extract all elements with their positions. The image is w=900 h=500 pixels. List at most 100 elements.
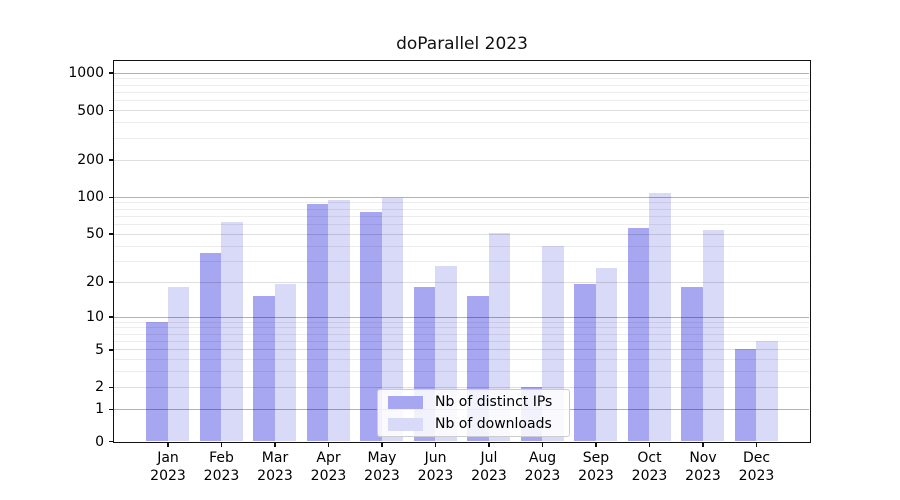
y-tick-mark bbox=[109, 159, 113, 161]
legend-label: Nb of downloads bbox=[435, 416, 552, 432]
x-tick-mark bbox=[381, 443, 383, 447]
x-tick-label-oct-2023: Oct 2023 bbox=[631, 450, 668, 484]
gridline-6 bbox=[114, 341, 809, 343]
bar-downloads-may-2023 bbox=[381, 198, 403, 441]
x-tick-label-apr-2023: Apr 2023 bbox=[310, 450, 347, 484]
y-tick-mark bbox=[109, 233, 113, 235]
grid-layer bbox=[114, 61, 809, 441]
y-tick-mark bbox=[109, 408, 113, 411]
x-tick-label-jan-2023: Jan 2023 bbox=[150, 450, 186, 484]
x-tick-mark bbox=[755, 443, 758, 447]
gridline-500 bbox=[114, 110, 809, 112]
y-tick-label: 1000 bbox=[68, 65, 104, 82]
x-tick-mark bbox=[648, 443, 651, 447]
x-tick-mark bbox=[327, 443, 330, 447]
gridline-8 bbox=[114, 327, 809, 329]
bar-downloads-jan-2023 bbox=[167, 287, 189, 441]
gridline-100 bbox=[114, 196, 809, 198]
y-tick-label: 200 bbox=[77, 152, 104, 169]
gridline-7 bbox=[114, 333, 809, 335]
y-tick-mark bbox=[109, 109, 113, 112]
y-tick-label: 500 bbox=[77, 102, 104, 119]
legend-item-downloads: Nb of downloads bbox=[378, 415, 569, 433]
plot-area: Nb of distinct IPs Nb of downloads bbox=[113, 60, 811, 443]
gridline-800 bbox=[114, 84, 809, 86]
gridline-600 bbox=[114, 100, 809, 102]
legend-label: Nb of distinct IPs bbox=[435, 394, 553, 410]
x-tick-label-dec-2023: Dec 2023 bbox=[738, 450, 775, 484]
x-tick-label-sep-2023: Sep 2023 bbox=[578, 450, 614, 484]
bar-downloads-dec-2023 bbox=[756, 341, 778, 441]
x-tick-label-mar-2023: Mar 2023 bbox=[257, 450, 293, 484]
y-tick-label: 10 bbox=[86, 309, 104, 326]
gridline-3 bbox=[114, 371, 809, 373]
y-tick-label: 50 bbox=[86, 226, 104, 243]
x-tick-label-jun-2023: Jun 2023 bbox=[417, 450, 454, 484]
bar-distinct-ips-apr-2023 bbox=[306, 203, 328, 441]
gridline-50 bbox=[114, 233, 809, 235]
x-tick-mark bbox=[541, 443, 544, 447]
gridline-9 bbox=[114, 321, 809, 323]
gridline-20 bbox=[114, 281, 809, 283]
y-tick-mark bbox=[109, 196, 113, 198]
y-tick-label: 5 bbox=[95, 341, 104, 358]
x-tick-label-aug-2023: Aug 2023 bbox=[524, 450, 561, 484]
gridline-10 bbox=[114, 316, 809, 318]
y-tick-mark bbox=[109, 281, 113, 283]
gridline-60 bbox=[114, 224, 809, 226]
y-tick-label: 20 bbox=[86, 274, 104, 291]
y-tick-mark bbox=[109, 72, 113, 74]
bar-downloads-mar-2023 bbox=[274, 284, 296, 441]
x-tick-label-feb-2023: Feb 2023 bbox=[203, 450, 240, 484]
bar-downloads-sep-2023 bbox=[595, 268, 617, 441]
x-tick-label-may-2023: May 2023 bbox=[364, 450, 400, 484]
legend-swatch-distinct-ips-icon bbox=[388, 395, 423, 409]
x-tick-mark bbox=[488, 443, 490, 447]
x-tick-mark bbox=[274, 443, 276, 447]
x-tick-mark bbox=[702, 443, 704, 447]
bar-distinct-ips-mar-2023 bbox=[253, 296, 275, 441]
bar-distinct-ips-feb-2023 bbox=[199, 252, 221, 441]
bar-distinct-ips-jan-2023 bbox=[146, 321, 168, 441]
x-tick-mark bbox=[595, 443, 597, 447]
gridline-4 bbox=[114, 359, 809, 361]
bar-distinct-ips-dec-2023 bbox=[734, 349, 756, 441]
gridline-200 bbox=[114, 159, 809, 161]
bar-downloads-nov-2023 bbox=[702, 229, 724, 441]
bar-downloads-oct-2023 bbox=[649, 192, 671, 441]
y-tick-mark bbox=[109, 386, 113, 389]
bar-distinct-ips-may-2023 bbox=[360, 212, 382, 441]
bar-distinct-ips-oct-2023 bbox=[627, 227, 649, 441]
gridline-700 bbox=[114, 92, 809, 93]
y-tick-label: 1 bbox=[95, 401, 104, 418]
bar-downloads-jul-2023 bbox=[488, 232, 510, 441]
legend-item-distinct-ips: Nb of distinct IPs bbox=[378, 393, 569, 411]
gridline-90 bbox=[114, 202, 809, 204]
x-tick-mark bbox=[220, 443, 223, 447]
legend: Nb of distinct IPs Nb of downloads bbox=[377, 389, 570, 437]
gridline-40 bbox=[114, 245, 809, 247]
gridline-80 bbox=[114, 208, 809, 210]
bars-layer bbox=[114, 61, 809, 441]
bar-downloads-apr-2023 bbox=[328, 200, 350, 441]
x-tick-mark bbox=[434, 443, 437, 447]
x-tick-label-jul-2023: Jul 2023 bbox=[471, 450, 507, 484]
gridline-900 bbox=[114, 78, 809, 80]
chart-title: doParallel 2023 bbox=[396, 34, 528, 54]
gridline-70 bbox=[114, 215, 809, 217]
y-tick-label: 2 bbox=[95, 379, 104, 396]
gridline-5 bbox=[114, 349, 809, 351]
y-tick-mark bbox=[109, 349, 113, 351]
y-tick-mark bbox=[109, 440, 113, 443]
x-tick-mark bbox=[167, 443, 169, 447]
bar-distinct-ips-sep-2023 bbox=[574, 284, 596, 441]
y-tick-mark bbox=[109, 316, 113, 318]
bar-downloads-feb-2023 bbox=[221, 222, 243, 441]
y-tick-label: 0 bbox=[95, 433, 104, 450]
gridline-400 bbox=[114, 122, 809, 124]
legend-swatch-downloads-icon bbox=[388, 417, 423, 431]
gridline-2 bbox=[114, 386, 809, 388]
x-tick-label-nov-2023: Nov 2023 bbox=[685, 450, 721, 484]
gridline-1000 bbox=[114, 72, 809, 74]
